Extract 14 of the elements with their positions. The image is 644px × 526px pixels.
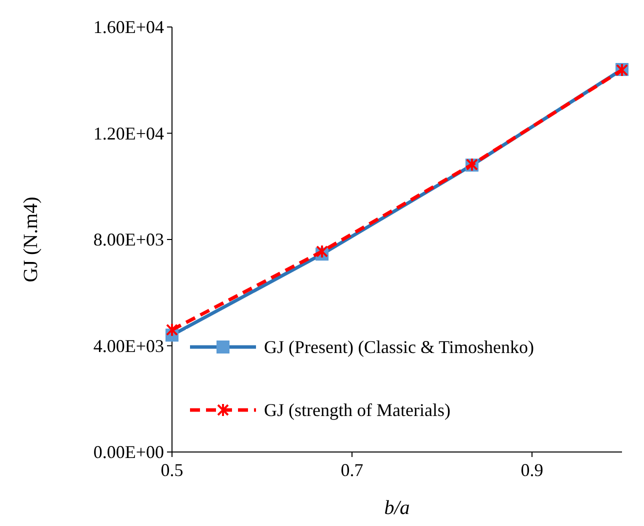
y-tick-label: 1.20E+04 (93, 123, 164, 144)
x-tick-label: 0.5 (160, 460, 184, 480)
legend-label: GJ (Present) (Classic & Timoshenko) (264, 337, 534, 357)
legend-label: GJ (strength of Materials) (264, 400, 450, 420)
y-axis-title: GJ (N.m4) (20, 196, 42, 282)
x-tick-label: 0.9 (520, 460, 544, 480)
x-tick-label: 0.7 (340, 460, 364, 480)
y-tick-label: 0.00E+00 (93, 442, 164, 462)
y-tick-label: 8.00E+03 (93, 230, 164, 250)
point (166, 322, 178, 337)
y-tick-label: 4.00E+03 (93, 336, 164, 356)
y-tick-label: 1.60E+04 (93, 17, 164, 37)
x-axis-title: b/a (384, 497, 410, 519)
point (316, 244, 328, 258)
